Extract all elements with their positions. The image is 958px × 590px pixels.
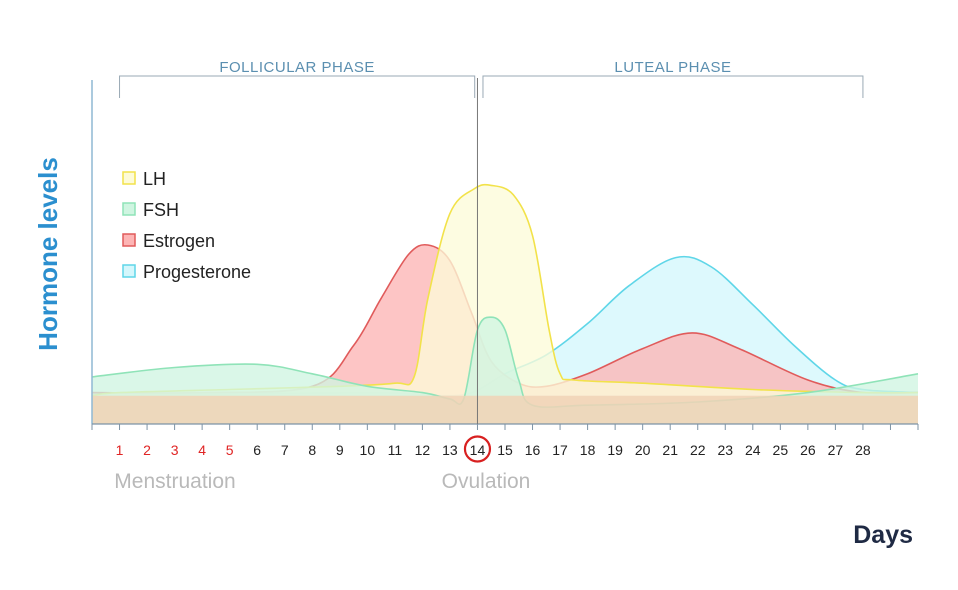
- x-tick-label: 11: [388, 442, 403, 458]
- legend-label-estrogen: Estrogen: [143, 231, 215, 251]
- phase-label-follicular-phase: FOLLICULAR PHASE: [219, 59, 375, 76]
- x-tick-label: 9: [336, 442, 344, 458]
- legend-swatch-estrogen: [122, 233, 136, 247]
- legend-swatch-lh: [122, 171, 136, 185]
- baseline-band: [92, 395, 918, 424]
- x-tick-label: 5: [226, 442, 234, 458]
- x-tick-label: 4: [198, 442, 206, 458]
- x-tick-label: 24: [745, 442, 761, 458]
- x-tick-label: 27: [828, 442, 844, 458]
- legend-swatch-progesterone: [122, 264, 136, 278]
- phase-bracket-follicular-phase: [119, 75, 476, 98]
- x-tick-label: 3: [171, 442, 179, 458]
- phase-brackets: FOLLICULAR PHASE LUTEAL PHASE: [119, 59, 864, 98]
- x-tick-label: 16: [525, 442, 541, 458]
- x-tick-label: 10: [360, 442, 376, 458]
- legend-label-progesterone: Progesterone: [143, 262, 251, 282]
- x-tick-label: 7: [281, 442, 289, 458]
- ovulation-day-circle: [463, 435, 492, 463]
- plot-areas: [91, 183, 919, 424]
- x-tick-labels: 1 2 3 4 5 6 7 8 9 10 11 12 13 14 15 16 17 18 19 20 21 22 23 24 2…: [91, 424, 919, 463]
- ovulation-label: Ovulation: [442, 470, 531, 493]
- x-tick-label: 12: [415, 442, 431, 458]
- x-tick-label: 21: [662, 442, 678, 458]
- x-tick-label: 19: [607, 442, 623, 458]
- area-estrogen: [92, 244, 918, 424]
- phase-label-luteal-phase: LUTEAL PHASE: [614, 59, 731, 76]
- x-tick-label: 14: [470, 442, 486, 458]
- x-tick-label: 13: [442, 442, 458, 458]
- legend-swatch-fsh: [122, 202, 136, 216]
- legend-label-lh: LH: [143, 169, 166, 189]
- x-tick-label: 6: [253, 442, 261, 458]
- x-tick-label: 2: [143, 442, 151, 458]
- x-tick-label: 22: [690, 442, 706, 458]
- x-tick-label: 28: [855, 442, 871, 458]
- x-tick-label: 23: [717, 442, 733, 458]
- legend-label-fsh: FSH: [143, 200, 179, 220]
- area-lh: [92, 184, 918, 424]
- x-tick-label: 18: [580, 442, 596, 458]
- legend: LH FSH Estrogen Progesterone: [122, 169, 251, 282]
- x-tick-label: 26: [800, 442, 816, 458]
- menstruation-label: Menstruation: [114, 470, 235, 493]
- x-tick-label: 17: [552, 442, 568, 458]
- x-tick-label: 25: [773, 442, 789, 458]
- x-tick-label: 20: [635, 442, 651, 458]
- x-tick-label: 8: [308, 442, 316, 458]
- x-tick-label: 15: [497, 442, 513, 458]
- y-axis-title: Hormone levels: [33, 157, 63, 351]
- x-tick-label: 1: [116, 442, 124, 458]
- x-axis-title: Days: [853, 521, 913, 549]
- phase-bracket-luteal-phase: [482, 75, 864, 98]
